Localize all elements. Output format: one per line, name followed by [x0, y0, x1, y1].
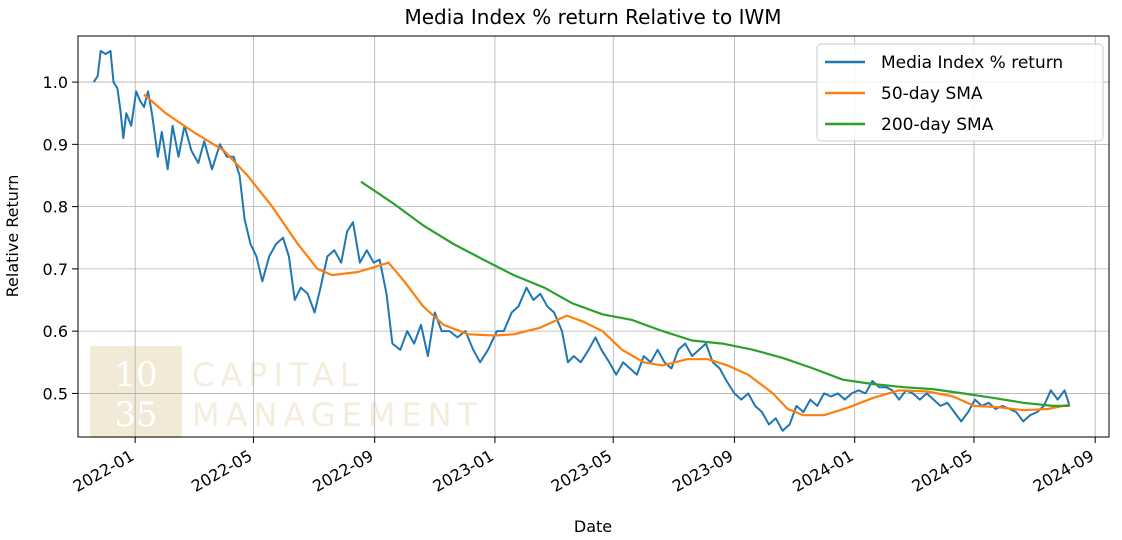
x-tick-label: 2023-05: [548, 446, 615, 496]
legend-label-200-day-sma: 200-day SMA: [881, 115, 994, 135]
x-tick-label: 2022-09: [309, 446, 376, 496]
watermark-logo-top: 10: [114, 355, 157, 395]
y-tick-label: 0.7: [43, 260, 68, 279]
legend-box: [816, 43, 1104, 142]
x-tick-label: 2022-01: [70, 446, 137, 496]
series-line-media-index-return: [92, 49, 1071, 432]
series-line-50-day-sma: [143, 93, 1070, 417]
watermark-logo-bottom: 35: [114, 395, 157, 435]
y-tick-label: 0.9: [43, 135, 68, 154]
y-tick-label: 0.5: [43, 384, 68, 403]
x-axis-ticks: 2022-01 2022-05 2022-09 2023-01 2023-05 2023-…: [70, 437, 1097, 496]
series-line-200-day-sma: [360, 180, 1070, 407]
watermark-logo-box: [90, 346, 182, 438]
y-axis-label: Relative Return: [3, 175, 22, 298]
watermark-line1: CAPITAL: [192, 356, 364, 394]
x-tick-label: 2023-09: [669, 446, 736, 496]
x-tick-label: 2024-09: [1030, 446, 1097, 496]
y-tick-label: 0.8: [43, 198, 68, 217]
x-tick-label: 2023-01: [430, 446, 497, 496]
legend: Media Index % return 50-day SMA 200-day …: [816, 43, 1104, 142]
x-axis-label: Date: [574, 517, 612, 536]
y-tick-label: 1.0: [43, 73, 68, 92]
y-axis-ticks: 0.5 0.6 0.7 0.8 0.9 1.0: [43, 73, 78, 403]
plot-frame: [77, 35, 1110, 438]
y-tick-label: 0.6: [43, 322, 68, 341]
x-tick-label: 2024-01: [789, 446, 856, 496]
watermark: 10 35 CAPITAL MANAGEMENT: [90, 346, 483, 438]
legend-label-50-day-sma: 50-day SMA: [881, 84, 983, 104]
x-tick-label: 2022-05: [188, 446, 255, 496]
chart-title: Media Index % return Relative to IWM: [404, 5, 781, 29]
legend-label-media-index: Media Index % return: [881, 53, 1063, 73]
x-tick-label: 2024-05: [909, 446, 976, 496]
series-lines: [92, 49, 1071, 432]
watermark-line2: MANAGEMENT: [192, 396, 483, 434]
